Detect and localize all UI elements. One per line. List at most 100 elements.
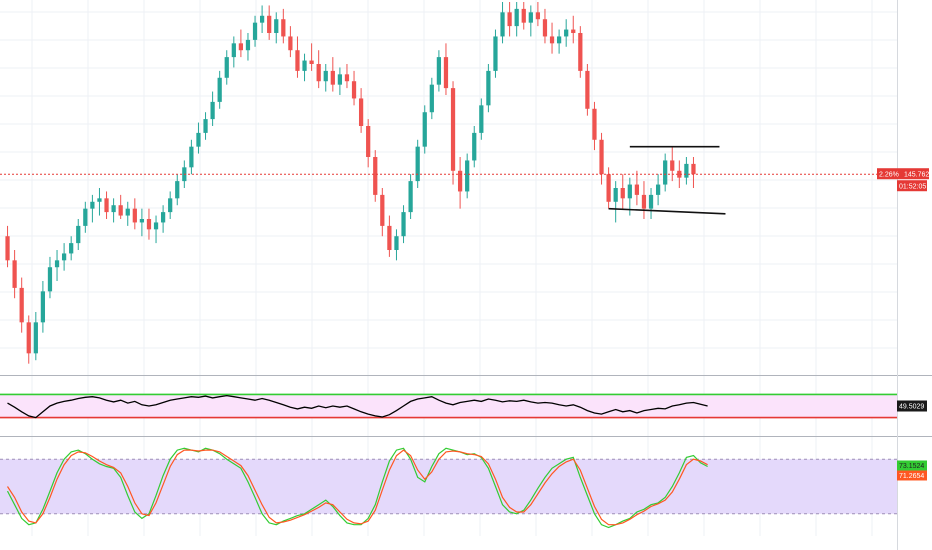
candle: [40, 281, 46, 333]
candle-body: [422, 112, 427, 147]
rsi-band: [0, 394, 897, 418]
candle: [373, 150, 378, 202]
candle-body: [238, 43, 244, 51]
candle: [663, 153, 668, 192]
candle-body: [295, 50, 300, 71]
stochastic-d-line: [6, 449, 708, 526]
candle: [168, 191, 173, 219]
candle: [514, 2, 519, 37]
candle-body: [231, 43, 236, 58]
candle-body: [90, 201, 95, 209]
candle-body: [486, 70, 491, 106]
last-price-change: 2.26%: [879, 172, 899, 179]
candle-body: [373, 157, 378, 195]
candle-body: [571, 29, 576, 33]
candle-body: [61, 253, 67, 261]
candle: [337, 67, 343, 95]
candle-body: [556, 36, 562, 44]
candle-body: [224, 57, 229, 78]
bar-countdown: 01:52:05: [899, 184, 926, 191]
candle: [153, 215, 159, 244]
candle: [5, 225, 10, 268]
last-price-tag: 2.26% 145.762: [877, 168, 929, 180]
candle-body: [684, 163, 689, 178]
candle-body: [245, 39, 251, 51]
rsi-value-label: 49.5029: [899, 404, 924, 411]
candle: [599, 132, 604, 185]
candle-body: [217, 77, 222, 102]
candle-body: [606, 174, 611, 202]
candle-body: [387, 225, 392, 250]
candle-body: [585, 70, 590, 109]
candle-body: [620, 188, 625, 199]
stochastic-d-value-label: 71.2654: [899, 473, 924, 480]
candle: [521, 2, 526, 30]
candle: [606, 167, 611, 209]
candle: [160, 205, 166, 233]
candle: [564, 19, 569, 47]
candle-body: [189, 146, 194, 168]
candle: [259, 5, 265, 33]
stochastic-d-tag: 71.2654: [897, 470, 927, 481]
candle: [408, 174, 413, 219]
candle-body: [111, 205, 116, 213]
candle: [97, 188, 102, 216]
candle-body: [351, 81, 357, 99]
candle-body: [443, 57, 449, 89]
rsi-value-tag: 49.5029: [897, 400, 927, 412]
candle-body: [316, 64, 321, 82]
candle-body: [69, 243, 74, 254]
candle-body: [578, 33, 583, 71]
candle-body: [252, 22, 258, 40]
candle: [556, 29, 562, 54]
candle: [330, 57, 335, 92]
candle-body: [380, 194, 385, 226]
candle: [125, 201, 130, 226]
candle-body: [168, 198, 173, 213]
candle-body: [33, 322, 38, 354]
candle-body: [54, 260, 60, 268]
candle: [691, 157, 696, 188]
candle-body: [259, 15, 265, 23]
candle-body: [599, 139, 604, 175]
candle-body: [535, 12, 541, 20]
candle: [83, 201, 88, 233]
candle-body: [465, 160, 470, 192]
candle-body: [457, 170, 463, 192]
candle: [366, 119, 371, 168]
candle: [224, 50, 229, 85]
trendlines[interactable]: [608, 145, 726, 215]
candle: [274, 12, 279, 44]
candle-body: [281, 19, 286, 37]
candle: [309, 43, 314, 71]
candle-body: [358, 98, 364, 126]
candle: [344, 64, 350, 89]
price-grid: [0, 0, 897, 536]
candle: [47, 256, 53, 299]
candle: [111, 198, 116, 223]
candle: [61, 243, 67, 271]
candle: [655, 174, 661, 206]
candle: [677, 160, 682, 188]
candle-body: [648, 194, 654, 209]
candle: [90, 194, 95, 223]
candle: [620, 174, 625, 209]
candle-body: [500, 12, 505, 37]
candle: [592, 101, 597, 151]
candle-body: [118, 205, 123, 216]
candlestick-series: [5, 2, 696, 364]
candle-body: [125, 208, 130, 216]
candle-body: [146, 219, 152, 230]
candle: [267, 5, 272, 40]
candle: [316, 50, 321, 89]
candle: [380, 188, 385, 237]
candle: [118, 194, 123, 219]
candle: [387, 215, 392, 257]
candle-body: [670, 160, 675, 171]
candle-body: [627, 184, 632, 199]
candle: [302, 53, 307, 82]
support-trendline[interactable]: [608, 207, 726, 215]
candle-body: [677, 170, 682, 178]
candle-body: [97, 198, 102, 202]
